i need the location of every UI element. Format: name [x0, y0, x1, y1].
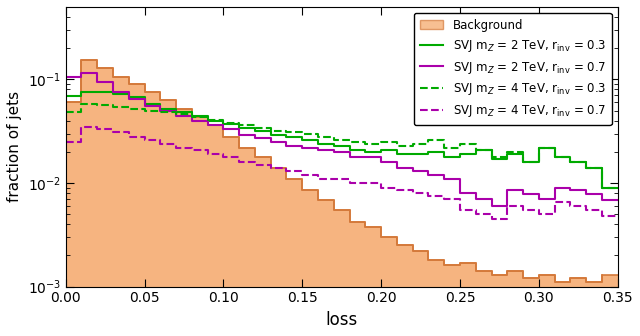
X-axis label: loss: loss — [326, 311, 358, 329]
Legend: Background, SVJ m$_Z$ = 2 TeV, r$_{\rm inv}$ = 0.3, SVJ m$_Z$ = 2 TeV, r$_{\rm i: Background, SVJ m$_Z$ = 2 TeV, r$_{\rm i… — [413, 13, 612, 125]
Y-axis label: fraction of jets: fraction of jets — [7, 91, 22, 202]
